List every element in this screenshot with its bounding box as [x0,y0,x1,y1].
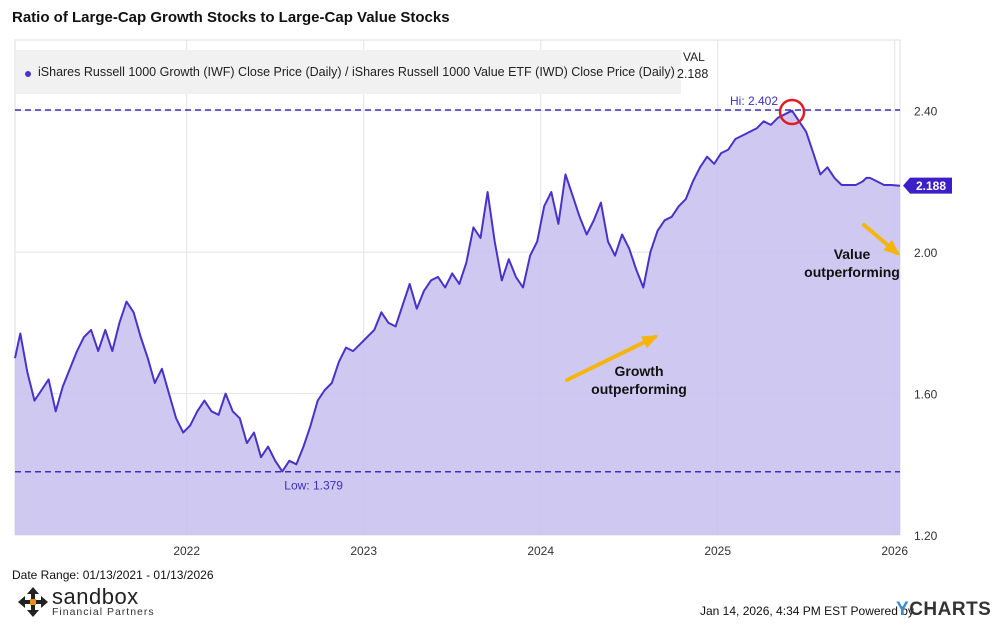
chart-title: Ratio of Large-Cap Growth Stocks to Larg… [12,9,450,26]
value-annotation-line2: outperforming [804,264,900,280]
footer-timestamp: Jan 14, 2026, 4:34 PM EST Powered by [700,604,914,618]
growth-annotation-line2: outperforming [591,381,687,397]
x-tick-label: 2026 [881,544,908,558]
logo-name: sandbox [52,584,139,609]
legend: iShares Russell 1000 Growth (IWF) Close … [16,50,681,94]
series-line [14,109,901,473]
growth-arrow [565,335,659,382]
y-tick-label: 1.60 [914,388,938,402]
x-tick-label: 2024 [527,544,554,558]
growth-arrow-shaft [565,335,657,382]
legend-val: 2.188 [677,67,709,81]
value-arrow [862,223,901,256]
ycharts-logo-y: Y [896,599,910,620]
last-value-tag [903,177,952,194]
high-circle [778,98,806,126]
low-label: Low: 1.379 [284,479,343,493]
legend-marker [25,71,31,77]
y-tick-label: 2.00 [914,246,938,260]
legend-label: iShares Russell 1000 Growth (IWF) Close … [38,65,675,79]
x-tick-label: 2022 [173,544,200,558]
y-tick-label: 1.20 [914,529,938,543]
growth-annotation-line1: Growth [615,363,664,379]
legend-val-header: VAL [683,50,705,64]
x-tick-label: 2025 [704,544,731,558]
series-area [15,110,900,535]
ycharts-logo-text: CHARTS [909,599,992,620]
growth-arrow-head [641,335,659,349]
date-range: Date Range: 01/13/2021 - 01/13/2026 [12,568,214,582]
last-value-label: 2.188 [916,179,946,193]
high-label: Hi: 2.402 [730,94,778,108]
y-tick-label: 2.40 [914,105,938,119]
sandbox-logo-icon [18,587,48,617]
ycharts-logo[interactable]: YCHARTS [896,599,991,621]
x-tick-label: 2023 [350,544,377,558]
logo-subtitle: Financial Partners [52,606,155,618]
value-annotation-line1: Value [834,246,871,262]
value-arrow-head [883,239,901,256]
